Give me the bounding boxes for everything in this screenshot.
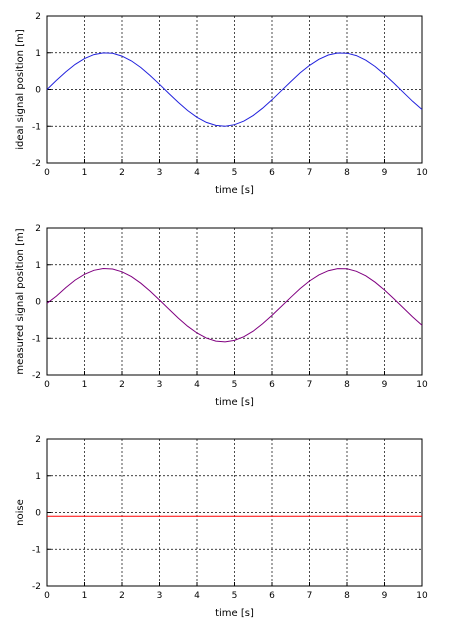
y-axis-label: ideal signal position [m] (15, 29, 26, 150)
y-tick-label: -1 (32, 122, 41, 132)
x-tick-label: 10 (416, 591, 428, 601)
x-tick-label: 2 (119, 380, 125, 390)
y-tick-label: -2 (32, 582, 41, 592)
x-tick-label: 8 (344, 591, 350, 601)
y-tick-label: 1 (35, 49, 41, 59)
x-tick-label: 6 (269, 380, 275, 390)
x-tick-label: 9 (382, 591, 388, 601)
x-tick-label: 9 (382, 380, 388, 390)
x-tick-label: 10 (416, 168, 428, 178)
x-axis-label: time [s] (215, 608, 254, 619)
x-tick-label: 7 (307, 380, 313, 390)
x-tick-label: 5 (232, 591, 238, 601)
y-tick-label: 0 (35, 509, 41, 519)
y-axis-label: measured signal position [m] (15, 228, 26, 374)
x-tick-label: 2 (119, 591, 125, 601)
x-axis-label: time [s] (215, 185, 254, 196)
x-axis-label: time [s] (215, 397, 254, 408)
x-tick-label: 5 (232, 380, 238, 390)
x-tick-label: 10 (416, 380, 428, 390)
chart-1: 0 1 2 3 4 5 6 7 8 9 10 -2 -1 0 1 2 time [s] ideal signal … (15, 12, 428, 196)
y-tick-label: 0 (35, 298, 41, 308)
x-tick-label: 9 (382, 168, 388, 178)
y-tick-label: 1 (35, 261, 41, 271)
chart-3: 0 1 2 3 4 5 6 7 8 9 10 -2 -1 0 1 2 time [s] noise (15, 435, 428, 619)
x-tick-label: 1 (82, 168, 88, 178)
series-line (46, 267, 423, 343)
x-tick-label: 0 (44, 168, 50, 178)
y-axis-label: noise (15, 499, 26, 526)
y-tick-label: -2 (32, 371, 41, 381)
x-tick-label: 4 (194, 380, 200, 390)
y-tick-label: 2 (35, 224, 41, 234)
x-tick-label: 1 (82, 591, 88, 601)
x-tick-label: 5 (232, 168, 238, 178)
x-tick-label: 0 (44, 380, 50, 390)
x-tick-label: 7 (307, 168, 313, 178)
x-tick-label: 6 (269, 591, 275, 601)
x-tick-label: 0 (44, 591, 50, 601)
x-tick-label: 8 (344, 168, 350, 178)
y-tick-label: -2 (32, 159, 41, 169)
y-tick-label: 2 (35, 435, 41, 445)
x-tick-label: 4 (194, 168, 200, 178)
chart-2: 0 1 2 3 4 5 6 7 8 9 10 -2 -1 0 1 2 time [s] measured sign… (15, 224, 428, 408)
x-tick-label: 6 (269, 168, 275, 178)
y-tick-label: 1 (35, 472, 41, 482)
x-tick-label: 2 (119, 168, 125, 178)
x-tick-label: 4 (194, 591, 200, 601)
x-tick-label: 8 (344, 380, 350, 390)
x-tick-label: 3 (157, 591, 163, 601)
y-tick-label: -1 (32, 545, 41, 555)
y-tick-label: 2 (35, 12, 41, 22)
x-tick-label: 3 (157, 168, 163, 178)
x-tick-label: 1 (82, 380, 88, 390)
series-line (46, 52, 423, 127)
y-tick-label: 0 (35, 86, 41, 96)
x-tick-label: 3 (157, 380, 163, 390)
y-tick-label: -1 (32, 334, 41, 344)
x-tick-label: 7 (307, 591, 313, 601)
